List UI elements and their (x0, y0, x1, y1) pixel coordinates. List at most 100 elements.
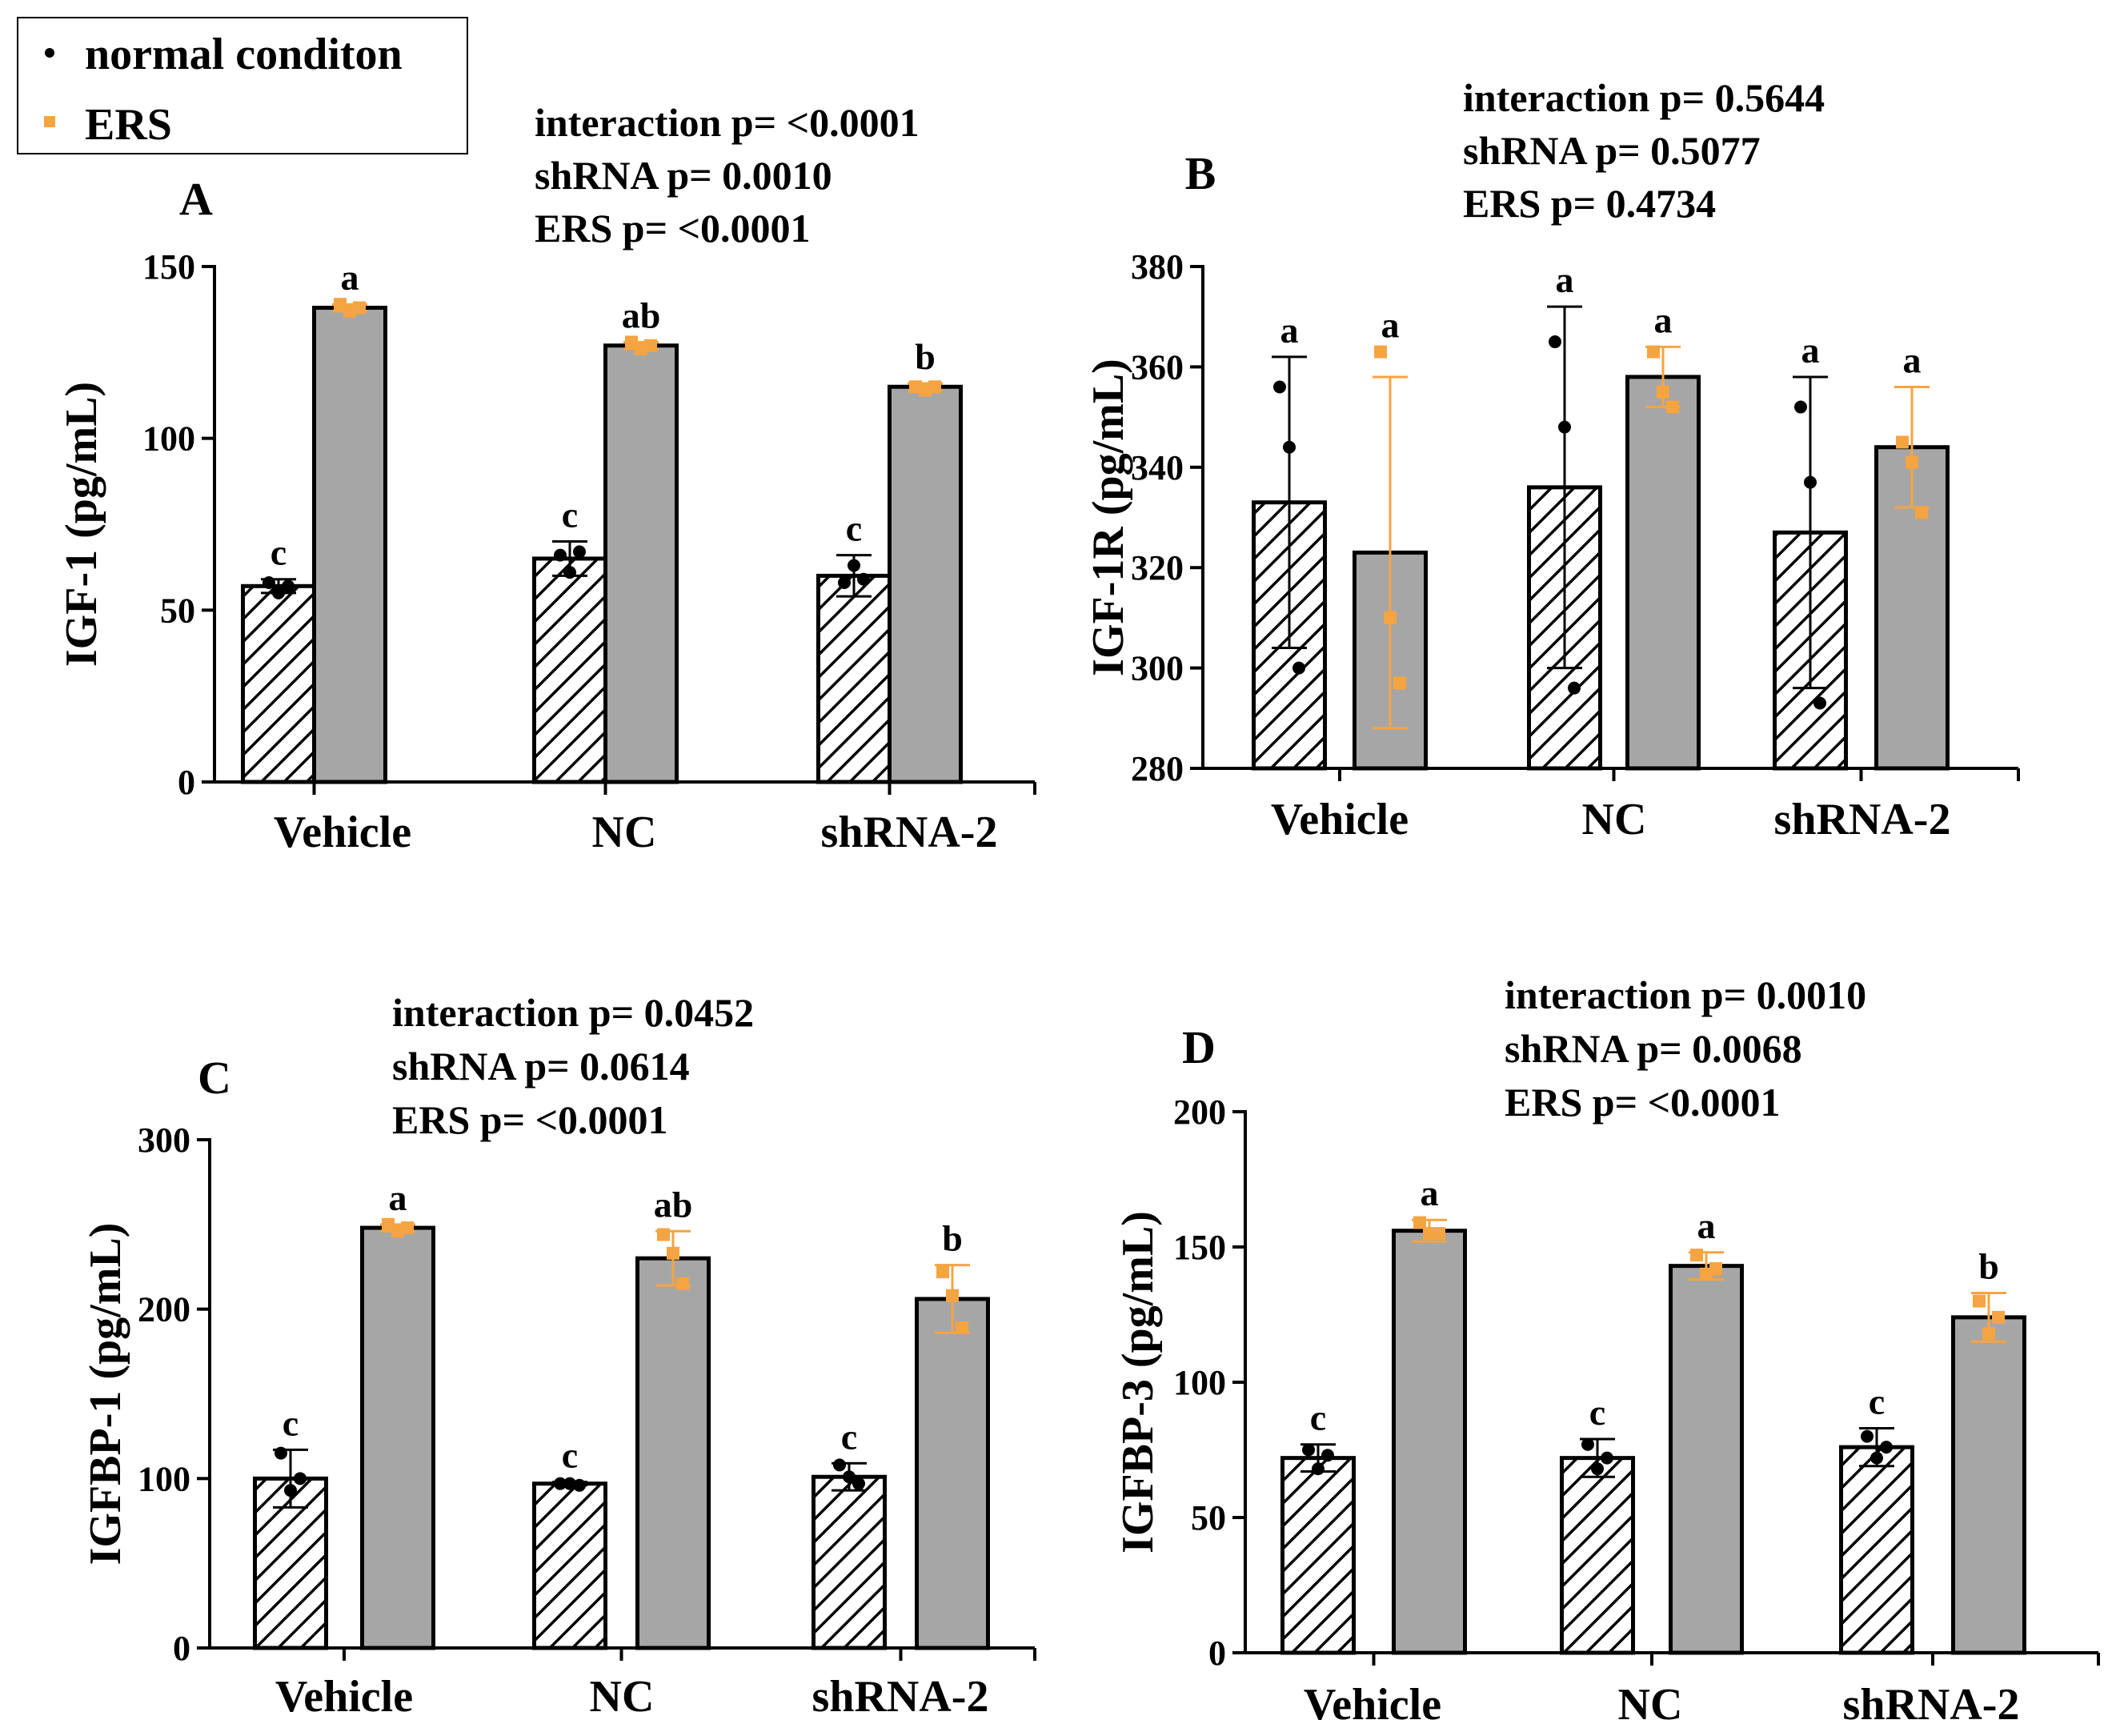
significance-letter: c (1589, 1392, 1605, 1433)
x-tick-label: NC (1582, 795, 1647, 844)
significance-letter: b (1978, 1245, 1999, 1286)
data-point-ers (1973, 1294, 1986, 1308)
bar-ers (1951, 1315, 2026, 1655)
data-point-normal (857, 572, 870, 586)
data-point-normal (843, 1470, 856, 1484)
data-point-normal (1581, 1437, 1594, 1451)
data-point-normal (833, 1458, 846, 1472)
x-tick-label: NC (1618, 1680, 1683, 1730)
y-tick-label: 300 (138, 1121, 190, 1160)
bar-normal (1560, 1456, 1635, 1655)
y-tick-label: 380 (1131, 247, 1184, 287)
data-point-normal (573, 545, 586, 559)
data-point-ers (1657, 385, 1669, 399)
significance-letter: c (846, 508, 862, 549)
y-tick-label: 200 (1173, 1093, 1226, 1132)
significance-letter: a (1654, 299, 1673, 340)
data-point-ers (956, 1321, 968, 1334)
significance-letter: a (1801, 330, 1820, 371)
y-tick-label: 200 (138, 1290, 190, 1329)
bar-ers (1669, 1264, 1744, 1655)
significance-letter: ab (654, 1184, 693, 1225)
data-point-normal (1591, 1462, 1604, 1476)
panel-letter: D (1182, 1021, 1216, 1073)
data-point-normal (852, 1477, 865, 1490)
data-point-normal (1813, 696, 1826, 710)
data-point-ers (1906, 455, 1918, 469)
data-point-ers (1393, 676, 1406, 690)
y-tick-label: 50 (160, 591, 195, 630)
data-point-normal (284, 1484, 297, 1497)
legend-label-ers: ERS (85, 100, 172, 150)
data-point-normal (563, 566, 576, 579)
data-point-ers (667, 1246, 679, 1260)
y-tick-label: 300 (1131, 649, 1184, 688)
legend-box (17, 17, 468, 154)
x-tick-label: Vehicle (1304, 1680, 1441, 1730)
bar-normal (812, 1474, 887, 1650)
significance-letter: c (283, 1402, 299, 1443)
bar-normal (816, 573, 892, 784)
data-point-normal (275, 1446, 287, 1460)
significance-letter: ab (622, 295, 661, 335)
x-tick-label: Vehicle (274, 808, 411, 857)
data-point-normal (1870, 1451, 1883, 1465)
significance-letter: c (271, 532, 287, 573)
bar-ers (888, 384, 963, 784)
data-point-ers (1384, 611, 1397, 624)
bar-ers (635, 1256, 711, 1650)
data-point-ers (946, 1289, 959, 1302)
bar-normal (1839, 1445, 1914, 1655)
stat-line: ERS p= 0.4734 (1463, 181, 1716, 226)
data-point-ers (1690, 1249, 1703, 1262)
data-point-ers (1433, 1227, 1445, 1241)
data-point-normal (1601, 1451, 1613, 1465)
stat-line: interaction p= <0.0001 (535, 100, 920, 145)
stat-line: ERS p= <0.0001 (1505, 1080, 1781, 1125)
y-tick-label: 150 (1173, 1228, 1226, 1267)
data-point-ers (1413, 1216, 1426, 1229)
panel-letter: A (179, 173, 213, 225)
significance-letter: b (942, 1218, 963, 1259)
data-point-normal (1568, 681, 1581, 695)
stat-line: interaction p= 0.0452 (392, 990, 754, 1035)
data-point-normal (554, 1477, 567, 1490)
significance-letter: a (1903, 339, 1922, 380)
significance-letter: a (341, 257, 359, 298)
data-point-ers (353, 301, 366, 315)
legend-marker-ers (44, 116, 55, 127)
data-point-normal (1794, 400, 1807, 414)
x-tick-label: NC (592, 808, 657, 857)
significance-letter: a (1556, 259, 1574, 300)
legend-marker-normal (45, 48, 54, 58)
x-tick-label: shRNA-2 (1774, 795, 1951, 844)
bar-ers (360, 1225, 435, 1650)
stat-line: shRNA p= 0.0068 (1505, 1026, 1802, 1071)
significance-letter: a (1280, 310, 1299, 351)
x-tick-label: Vehicle (275, 1672, 413, 1722)
significance-letter: a (1421, 1173, 1439, 1213)
y-tick-label: 340 (1131, 448, 1184, 487)
y-tick-label: 100 (1173, 1363, 1226, 1402)
significance-letter: c (1869, 1381, 1885, 1421)
significance-letter: c (1310, 1397, 1326, 1438)
data-point-ers (1374, 345, 1387, 359)
significance-letter: c (562, 1435, 578, 1476)
y-axis-label: IGF-1 (pg/mL) (57, 382, 106, 667)
data-point-ers (1982, 1327, 1995, 1341)
data-point-normal (1321, 1449, 1334, 1462)
stat-line: interaction p= 0.0010 (1505, 972, 1866, 1017)
bar-ers (603, 343, 679, 784)
stat-line: ERS p= <0.0001 (535, 206, 811, 251)
y-tick-label: 360 (1131, 347, 1184, 387)
data-point-normal (1861, 1429, 1874, 1443)
data-point-normal (1880, 1441, 1893, 1454)
x-tick-label: shRNA-2 (812, 1672, 989, 1722)
stat-line: shRNA p= 0.5077 (1463, 128, 1761, 173)
data-point-ers (1647, 345, 1660, 359)
data-point-normal (1302, 1443, 1315, 1457)
bar-normal (532, 1481, 607, 1650)
y-tick-label: 0 (178, 763, 195, 802)
